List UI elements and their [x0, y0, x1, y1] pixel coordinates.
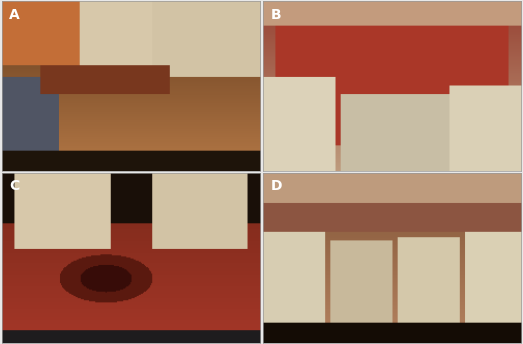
Text: A: A [9, 8, 20, 22]
Text: B: B [270, 8, 281, 22]
Text: D: D [270, 180, 282, 193]
Text: C: C [9, 180, 19, 193]
